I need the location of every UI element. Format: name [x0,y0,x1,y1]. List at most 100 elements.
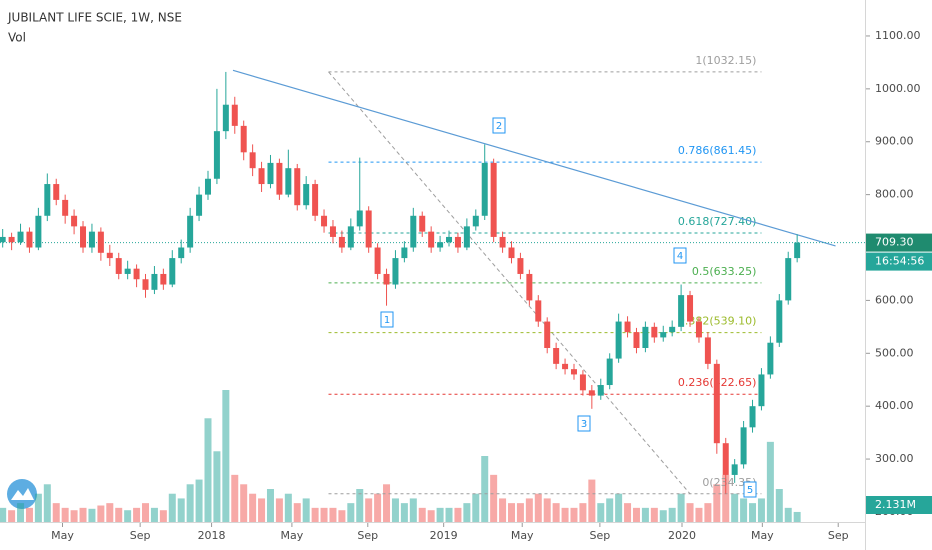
candle-body [446,236,453,243]
volume-bar [150,507,158,522]
candle-body [8,236,15,243]
wave-box [673,247,687,264]
candle-body [312,184,319,216]
volume-bar [543,498,551,522]
candle-body [303,184,310,206]
volume-badge [866,496,932,514]
fib-label: 0(234.35) [702,476,756,489]
x-tick-label: May [511,529,534,542]
candle-body [794,242,801,259]
wave-label: 4 [677,251,683,262]
candle-body [597,385,604,396]
candle-body [196,194,203,216]
fib-anchor-line [328,71,691,495]
candle-body [410,215,417,248]
volume-bar [52,503,60,522]
x-tick-label: Sep [357,529,378,542]
candle-body [88,231,95,248]
volume-bar [124,510,132,522]
volume-bar [632,507,640,522]
candle-body [80,226,87,248]
x-tick-label: May [51,529,74,542]
volume-bar [749,503,757,522]
candle-body [0,236,6,243]
volume-bar [793,511,801,522]
volume-bar [499,498,507,522]
volume-bar [641,507,649,522]
candle-body [231,104,238,126]
x-tick-label: 2020 [668,529,696,542]
volume-bar [356,489,364,522]
candle-body [651,326,658,338]
candle-body [35,215,42,248]
countdown: 16:54:56 [875,255,924,268]
volume-bar [258,498,266,522]
candle-body [749,406,756,428]
volume-bar [222,390,230,522]
volume-bar [784,507,792,522]
volume-bar [561,507,569,522]
volume-bar [400,503,408,522]
volume-bar [552,503,560,522]
volume-bar [320,507,328,522]
candle-body [472,215,479,227]
candle-body [365,210,372,248]
candle-body [383,273,390,285]
volume-bar [88,508,96,522]
volume-bar [195,479,203,522]
candle-body [17,231,24,243]
volume-bar [275,498,283,522]
volume-bar [757,498,765,522]
candle-body [508,247,515,259]
volume-bar [374,493,382,522]
volume-bar [266,489,274,522]
volume-bar [115,507,123,522]
volume-bar [383,484,391,522]
y-tick-label: 300.00 [875,452,914,465]
volume-bar [534,493,542,522]
candle-body [740,427,747,465]
candle-body [240,125,247,153]
volume-bar [159,510,167,522]
candle-body [624,321,631,333]
x-tick-label: Sep [130,529,151,542]
candle-body [579,374,586,391]
candle-body [222,104,229,132]
candle-body [499,236,506,248]
x-tick-label: 2019 [430,529,458,542]
volume-bar [677,493,685,522]
candle-body [187,215,194,248]
candle-body [606,358,613,386]
volume-bar [766,441,774,522]
volume-bar [338,510,346,522]
candle-body [258,168,265,185]
candle-body [142,279,149,290]
volume-last-label: 2.131M [875,498,916,511]
candle-body [570,369,577,375]
y-tick-label: 800.00 [875,188,914,201]
candle-body [695,321,702,338]
candle-body [713,363,720,444]
x-tick-label: Sep [590,529,611,542]
volume-bar [133,507,141,522]
volume-bar [231,474,239,522]
wave-label: 2 [496,121,502,132]
fib-label: 1(1032.15) [695,54,756,67]
y-tick-label: 500.00 [875,346,914,359]
volume-bar [427,510,435,522]
candle-body [133,268,140,280]
candle-body [785,258,792,301]
candle-body [392,258,399,285]
candle-body [767,342,774,375]
candle-body [660,332,667,338]
wave-box [492,117,506,134]
candle-body [419,215,426,232]
x-tick-label: Sep [828,529,849,542]
volume-bar [8,510,16,522]
candle-body [356,210,363,227]
candle-body [731,464,738,475]
x-tick-label: May [751,529,774,542]
volume-bar [686,503,694,522]
candle-body [321,215,328,227]
